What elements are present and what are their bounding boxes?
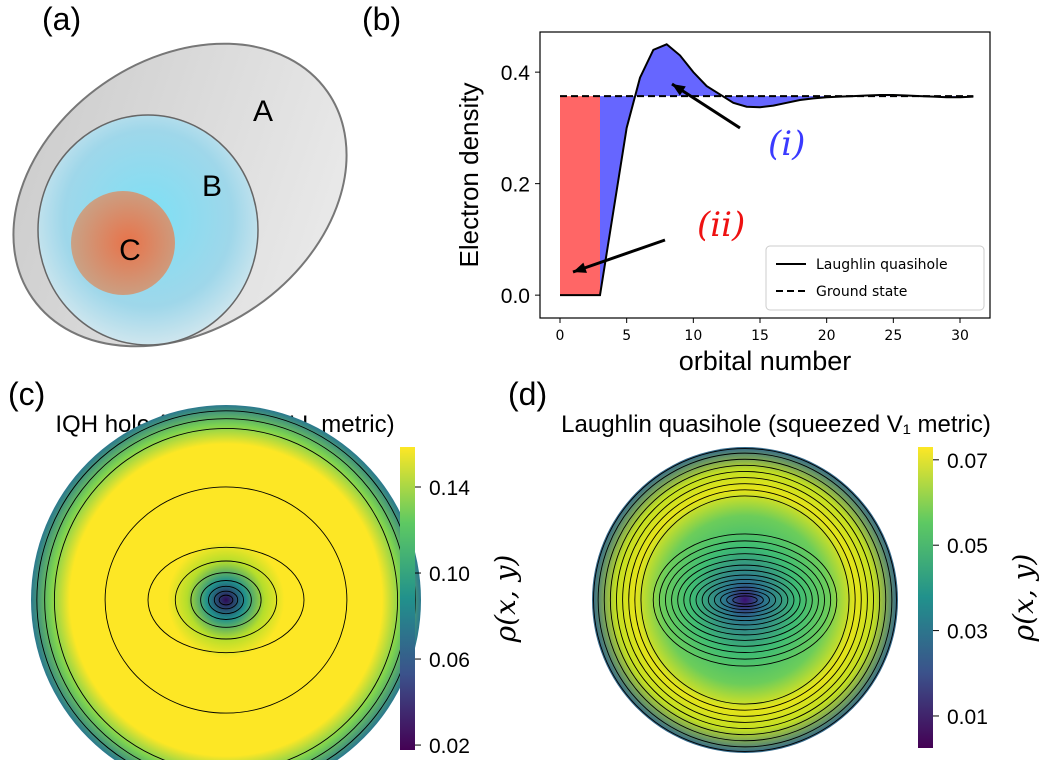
x-tick-label: 30 bbox=[951, 328, 969, 344]
panel-label: (b) bbox=[362, 1, 401, 37]
legend-label: Laughlin quasihole bbox=[816, 257, 948, 273]
y-tick-label: 0.0 bbox=[501, 285, 530, 308]
x-tick-label: 5 bbox=[622, 328, 631, 344]
colorbar bbox=[918, 447, 933, 748]
x-tick-label: 15 bbox=[751, 328, 769, 344]
annotation: (ii) bbox=[697, 205, 745, 245]
heatmap-title: Laughlin quasihole (squeezed V₁ metric) bbox=[561, 411, 991, 438]
colorbar-tick-label: 0.03 bbox=[947, 621, 988, 644]
y-tick-label: 0.4 bbox=[501, 62, 531, 85]
panel-label: (a) bbox=[42, 1, 81, 37]
heatmap bbox=[31, 405, 421, 760]
colorbar-label: ρ(x, y) bbox=[489, 555, 522, 644]
annotation: (i) bbox=[768, 124, 805, 164]
legend-box bbox=[766, 246, 984, 310]
panel-label: (c) bbox=[8, 376, 45, 412]
colorbar-label: ρ(x, y) bbox=[1007, 554, 1039, 643]
colorbar-tick-label: 0.07 bbox=[947, 450, 988, 473]
y-tick-label: 0.2 bbox=[501, 174, 530, 197]
colorbar-tick-label: 0.10 bbox=[429, 563, 470, 586]
y-axis-label: Electron density bbox=[454, 83, 484, 268]
x-tick-label: 20 bbox=[818, 328, 836, 344]
colorbar-tick-label: 0.05 bbox=[947, 535, 988, 558]
legend-label: Ground state bbox=[816, 284, 907, 300]
figure: (a) A B C (b) (c) (d) 0 5 10 15 20 25 30 0.0 0.2… bbox=[0, 0, 1039, 760]
colorbar bbox=[400, 447, 415, 750]
x-tick-label: 0 bbox=[556, 328, 565, 344]
x-tick-label: 10 bbox=[684, 328, 702, 344]
region-label: C bbox=[119, 234, 141, 267]
colorbar-tick-label: 0.14 bbox=[429, 477, 470, 500]
colorbar-tick-label: 0.02 bbox=[429, 735, 470, 758]
colorbar-tick-label: 0.06 bbox=[429, 649, 470, 672]
region-label: B bbox=[202, 170, 222, 203]
colorbar-tick-label: 0.01 bbox=[947, 706, 988, 729]
x-tick-label: 25 bbox=[884, 328, 902, 344]
panel-label: (d) bbox=[508, 376, 547, 412]
region-label: A bbox=[253, 95, 273, 128]
x-axis-label: orbital number bbox=[679, 346, 852, 376]
